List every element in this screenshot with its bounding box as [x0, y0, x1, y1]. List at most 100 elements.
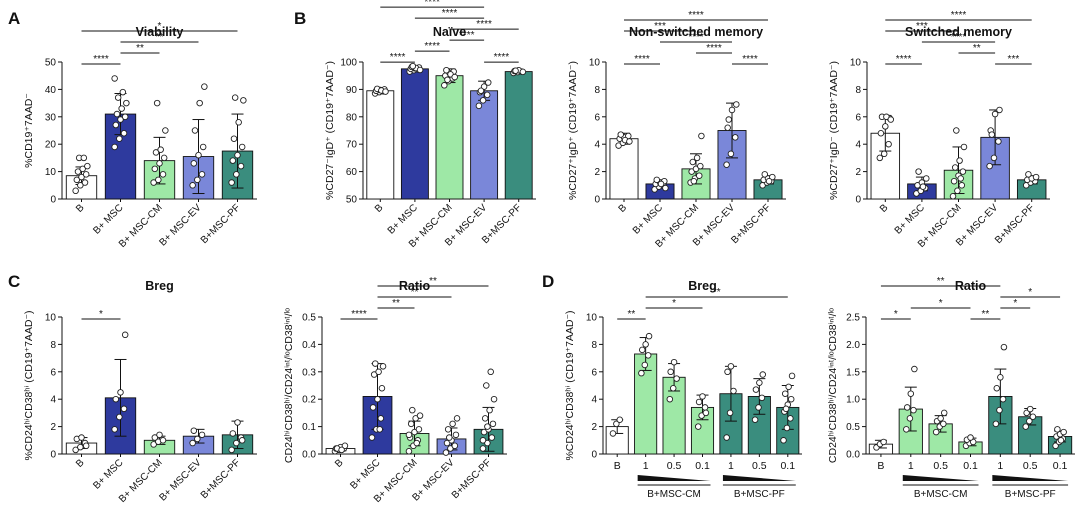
- y-tick-label: 30: [45, 112, 57, 123]
- significance-label: *: [939, 298, 943, 309]
- data-point: [1029, 413, 1037, 420]
- y-tick-label: 20: [45, 140, 57, 151]
- data-point: [374, 395, 381, 403]
- panel-letter: B: [294, 9, 306, 28]
- data-point: [375, 368, 382, 376]
- data-point: [475, 102, 483, 110]
- y-tick-label: 8: [855, 85, 861, 96]
- data-point: [690, 177, 698, 185]
- data-point: [116, 413, 123, 421]
- x-tick-label: B+ MSC: [91, 457, 125, 491]
- data-point: [151, 434, 159, 441]
- data-point: [451, 73, 458, 81]
- x-tick-label: 0.5: [667, 460, 682, 472]
- chart-title: Switched memory: [905, 25, 1012, 39]
- y-tick-label: 0: [591, 450, 597, 461]
- x-tick-label: B+MSC-PF: [450, 457, 494, 501]
- x-tick-label: B+ MSC: [631, 202, 665, 236]
- data-point: [409, 62, 417, 70]
- data-point: [882, 123, 889, 130]
- significance-label: ****: [951, 32, 967, 43]
- data-point: [452, 431, 460, 439]
- data-point: [730, 387, 737, 395]
- y-axis-label: CD24ʰⁱCD38ʰⁱ/CD24ⁱⁿᵗ/ˡᵒCD38ⁱⁿᵗ/ˡᵒ: [827, 308, 839, 463]
- x-tick-label: 0.1: [780, 460, 795, 472]
- data-point: [377, 415, 385, 422]
- data-point: [119, 88, 127, 96]
- significance-label: **: [136, 43, 144, 54]
- data-point: [967, 434, 974, 441]
- significance-label: ****: [476, 19, 492, 30]
- data-point: [695, 398, 703, 406]
- data-point: [486, 406, 493, 414]
- data-point: [695, 172, 703, 179]
- data-point: [733, 101, 740, 108]
- dose-wedge: [637, 475, 711, 481]
- data-point: [911, 365, 918, 373]
- data-point: [673, 375, 680, 382]
- significance-label: ****: [634, 54, 650, 65]
- data-point: [877, 129, 885, 137]
- data-point: [231, 94, 239, 101]
- data-point: [641, 361, 649, 369]
- panel-viability: A Viability 0 10 20 30 40 50 %CD19⁺7AAD⁻ B B+ MSC B…: [8, 9, 257, 250]
- x-tick-label: B: [74, 457, 87, 470]
- significance-label: **: [429, 276, 437, 287]
- data-point: [662, 184, 669, 192]
- significance-label: ***: [1008, 54, 1020, 65]
- data-point: [190, 427, 198, 434]
- data-point: [73, 176, 81, 184]
- data-point: [609, 430, 617, 437]
- data-point: [111, 143, 118, 151]
- y-tick-label: 6: [855, 112, 861, 123]
- data-point: [781, 390, 789, 397]
- data-point: [121, 113, 129, 121]
- data-point: [80, 154, 88, 162]
- y-tick-label: 90: [346, 85, 358, 96]
- y-axis-label: %CD19⁺7AAD⁻: [23, 93, 35, 168]
- y-tick-label: 100: [340, 58, 357, 69]
- data-point: [234, 151, 241, 159]
- x-tick-label: B+ MSC: [893, 202, 927, 236]
- y-tick-label: 6: [594, 112, 600, 123]
- data-point: [479, 97, 487, 104]
- y-axis-label: %CD24ʰⁱCD38ʰⁱ (CD19⁺7AAD⁻): [23, 310, 35, 460]
- y-tick-label: 40: [45, 85, 57, 96]
- significance-label: **: [937, 276, 945, 287]
- significance-label: *: [158, 21, 162, 32]
- significance-label: ****: [896, 54, 912, 65]
- x-tick-label: B+MSC-PF: [729, 202, 773, 246]
- panel-ratio_d: Ratio0.00.51.01.52.02.5CD24ʰⁱCD38ʰⁱ/CD24…: [827, 276, 1075, 500]
- data-point: [670, 358, 678, 366]
- data-point: [195, 151, 202, 159]
- data-point: [120, 405, 128, 413]
- data-point: [123, 99, 130, 107]
- y-tick-label: 10: [45, 313, 57, 324]
- data-point: [489, 420, 497, 428]
- data-point: [956, 157, 963, 164]
- data-point: [1052, 442, 1059, 450]
- x-tick-label: B+MSC-PF: [199, 202, 243, 246]
- data-point: [780, 437, 787, 444]
- data-point: [444, 76, 451, 84]
- significance-label: ****: [93, 54, 109, 65]
- x-tick-label: 1: [908, 460, 914, 472]
- significance-label: ****: [494, 52, 510, 63]
- panel-letter: A: [8, 9, 20, 28]
- data-point: [490, 395, 498, 403]
- x-tick-label: 0.1: [963, 460, 978, 472]
- data-point: [657, 180, 665, 188]
- data-point: [198, 431, 206, 439]
- y-axis-label: %CD27⁺IgD⁺ (CD19⁺7AAD⁻): [567, 61, 579, 200]
- data-point: [751, 416, 759, 424]
- y-tick-label: 2.0: [846, 340, 860, 351]
- y-tick-label: 2: [50, 422, 56, 433]
- data-point: [415, 426, 423, 433]
- data-point: [512, 67, 519, 75]
- significance-label: **: [392, 298, 400, 309]
- significance-label: ***: [916, 21, 928, 32]
- data-point: [413, 439, 420, 447]
- significance-label: *: [672, 298, 676, 309]
